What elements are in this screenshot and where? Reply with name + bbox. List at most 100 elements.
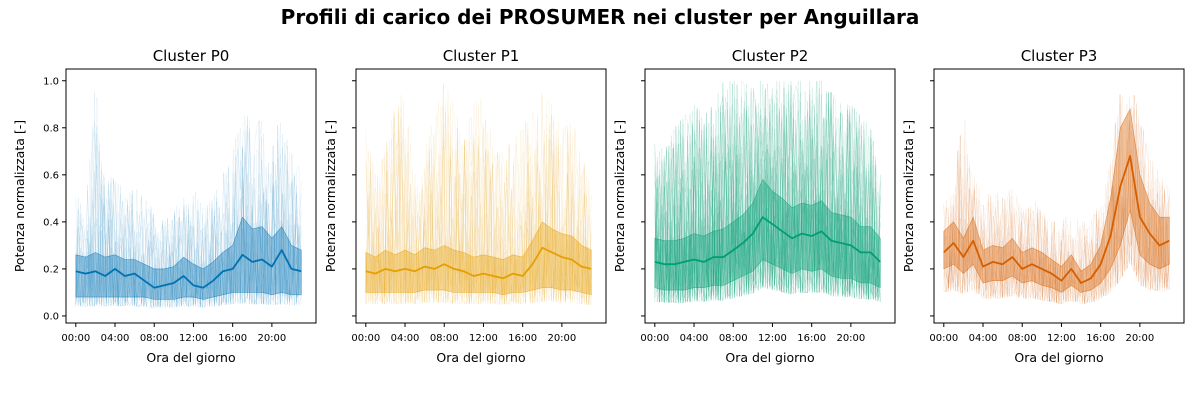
- panel-3: 00:00 04:00 08:00 12:00 16:00 20:00 Cluster P3…: [901, 47, 1185, 365]
- sample-trace: [943, 96, 1170, 305]
- sample-trace: [365, 116, 592, 305]
- sample-trace: [75, 115, 302, 307]
- sample-trace: [365, 113, 592, 306]
- y-tick-label: 0.0: [43, 311, 59, 322]
- sample-trace: [75, 149, 302, 308]
- sample-trace: [943, 95, 1170, 304]
- sample-trace: [75, 125, 302, 308]
- sample-trace: [75, 124, 302, 309]
- plot-area-0: [75, 91, 302, 309]
- sample-trace: [75, 91, 302, 309]
- sample-trace: [654, 90, 881, 303]
- panel-title: Cluster P1: [443, 47, 520, 65]
- plot-area-1: [365, 84, 592, 306]
- y-axis-label: Potenza normalizzata [-]: [12, 120, 27, 272]
- plot-area-3: [943, 94, 1170, 305]
- x-tick-label: 20:00: [836, 333, 865, 344]
- sample-trace: [654, 80, 881, 304]
- sample-trace: [365, 106, 592, 305]
- sample-trace: [943, 103, 1170, 305]
- axes-frame: [933, 68, 1185, 324]
- panel-title: Cluster P0: [153, 47, 230, 65]
- sample-trace: [75, 133, 302, 308]
- y-axis-label: Potenza normalizzata [-]: [323, 120, 338, 272]
- y-tick-label: 0.8: [43, 123, 59, 134]
- sample-trace: [654, 83, 881, 302]
- sample-trace: [654, 80, 881, 302]
- sample-trace: [365, 105, 592, 305]
- sample-trace: [365, 109, 592, 305]
- sample-trace: [365, 102, 592, 305]
- x-tick-label: 00:00: [929, 333, 958, 344]
- x-tick-label: 16:00: [797, 333, 826, 344]
- sample-trace: [654, 94, 881, 304]
- band-area: [654, 178, 881, 291]
- plot-area-2: [654, 80, 881, 304]
- mean-line: [943, 155, 1170, 284]
- band-area: [365, 221, 592, 296]
- sample-trace: [365, 84, 592, 306]
- mean-line: [365, 246, 592, 280]
- sample-trace: [654, 100, 881, 304]
- sample-trace: [75, 155, 302, 309]
- sample-trace: [943, 105, 1170, 305]
- x-tick-label: 16:00: [508, 333, 537, 344]
- sample-trace: [943, 109, 1170, 304]
- sample-trace: [654, 81, 881, 303]
- panel-0: 0.0 0.2 0.4 0.6 0.8 1.0 00:00 04:00 08:00 12:00 16…: [12, 47, 317, 365]
- y-tick-label: 1.0: [43, 76, 59, 87]
- sample-trace: [365, 92, 592, 305]
- x-tick-label: 16:00: [218, 333, 247, 344]
- y-tick-label: 0.6: [43, 170, 59, 181]
- sample-trace: [943, 94, 1170, 305]
- figure-title: Profili di carico dei PROSUMER nei clust…: [281, 5, 920, 29]
- x-tick-label: 08:00: [140, 333, 169, 344]
- sample-trace: [654, 83, 881, 303]
- sample-trace: [75, 157, 302, 308]
- x-axis-label: Ora del giorno: [436, 350, 525, 365]
- sample-trace: [75, 120, 302, 309]
- sample-trace: [654, 80, 881, 304]
- band-area: [943, 108, 1170, 293]
- sample-trace: [365, 133, 592, 306]
- sample-trace: [943, 122, 1170, 303]
- x-tick-label: 04:00: [969, 333, 998, 344]
- sample-trace: [75, 126, 302, 308]
- sample-trace: [654, 107, 881, 303]
- x-axis-label: Ora del giorno: [1014, 350, 1103, 365]
- sample-trace: [654, 85, 881, 303]
- sample-trace: [75, 126, 302, 308]
- sample-trace: [654, 80, 881, 304]
- sample-trace: [943, 143, 1170, 304]
- sample-trace: [654, 80, 881, 303]
- sample-trace: [654, 87, 881, 304]
- sample-trace: [943, 95, 1170, 305]
- y-tick-label: 0.4: [43, 217, 59, 228]
- sample-trace: [365, 101, 592, 304]
- mean-line: [75, 249, 302, 289]
- mean-line: [654, 216, 881, 266]
- sample-trace: [654, 83, 881, 302]
- x-tick-label: 20:00: [1125, 333, 1154, 344]
- sample-trace: [365, 84, 592, 305]
- axes-frame: [65, 68, 317, 324]
- sample-trace: [75, 134, 302, 308]
- sample-trace: [654, 93, 881, 303]
- sample-trace: [75, 97, 302, 307]
- axes-frame: [355, 68, 607, 324]
- x-tick-label: 08:00: [430, 333, 459, 344]
- sample-trace: [365, 114, 592, 305]
- sample-trace: [654, 103, 881, 302]
- sample-trace: [365, 105, 592, 305]
- x-axis-label: Ora del giorno: [146, 350, 235, 365]
- sample-trace: [943, 94, 1170, 304]
- x-tick-label: 04:00: [391, 333, 420, 344]
- sample-trace: [75, 148, 302, 308]
- sample-trace: [654, 80, 881, 304]
- sample-trace: [654, 85, 881, 304]
- sample-trace: [943, 125, 1170, 303]
- sample-trace: [654, 86, 881, 304]
- sample-trace: [654, 80, 881, 303]
- sample-trace: [75, 121, 302, 308]
